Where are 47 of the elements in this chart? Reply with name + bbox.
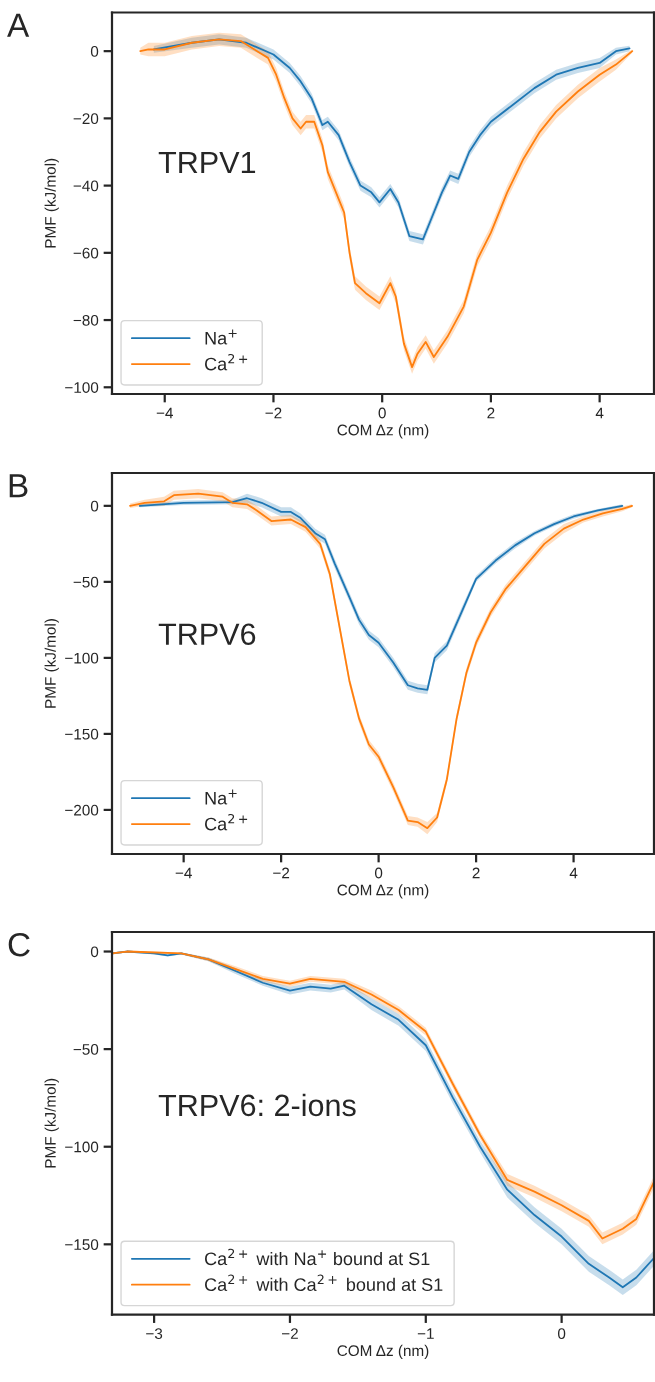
y-tick-label: −100	[65, 382, 99, 393]
y-tick-label: −150	[65, 1239, 99, 1251]
legend-label: Ca$^{2+}$ with Ca$^{2+}$ bound at S1	[205, 1274, 443, 1292]
x-tick-label: −3	[146, 1328, 163, 1340]
x-tick-label: −2	[281, 1328, 298, 1339]
x-tick-label: 0	[374, 867, 383, 879]
x-tick-label: 2	[487, 407, 495, 419]
x-tick-label: 0	[557, 1328, 566, 1340]
y-tick-label: −200	[65, 804, 99, 816]
text: C	[8, 932, 30, 957]
y-tick-label: −20	[73, 113, 99, 125]
annotation: TRPV1	[158, 151, 256, 173]
y-tick-label: 0	[90, 946, 99, 958]
x-tick-label: −2	[265, 407, 282, 419]
y-tick-label: −80	[73, 314, 99, 326]
x-tick-label: −4	[175, 867, 192, 879]
x-tick-label: −2	[273, 867, 290, 879]
y-tick-label: −60	[73, 247, 99, 259]
x-axis-title: COM Δz (nm)	[337, 1344, 429, 1360]
y-tick-label: −40	[73, 180, 99, 192]
legend-label: Na$^{+}$	[205, 329, 237, 345]
text: A	[7, 13, 30, 37]
x-axis-title: COM Δz (nm)	[337, 424, 429, 439]
annotation: TRPV6	[158, 623, 256, 646]
y-axis-title: PMF (kJ/mol)	[44, 1078, 59, 1168]
x-tick-label: 4	[569, 867, 578, 879]
y-tick-label: −100	[65, 652, 99, 664]
legend-label: Na$^{+}$	[205, 789, 237, 805]
x-tick-label: −1	[417, 1328, 434, 1339]
legend-label: Ca$^{2+}$	[205, 353, 248, 371]
y-tick-label: 0	[90, 500, 99, 512]
x-tick-label: 4	[595, 407, 604, 419]
y-tick-label: −100	[65, 1141, 99, 1153]
legend-label: Ca$^{2+}$ with Na$^{+}$ bound at S1	[205, 1248, 430, 1266]
x-tick-label: −4	[156, 407, 173, 419]
y-tick-label: −50	[73, 1043, 99, 1055]
y-tick-label: −50	[73, 576, 99, 588]
x-axis-title: COM Δz (nm)	[337, 884, 429, 899]
y-axis-title: PMF (kJ/mol)	[44, 619, 59, 708]
y-tick-label: −150	[65, 728, 99, 740]
y-axis-title: PMF (kJ/mol)	[44, 158, 59, 248]
text: B	[9, 474, 28, 498]
x-tick-label: 2	[472, 867, 480, 879]
legend-label: Ca$^{2+}$	[205, 813, 248, 831]
annotation: TRPV6: 2-ions	[158, 1093, 356, 1117]
y-tick-label: 0	[90, 46, 99, 57]
x-tick-label: 0	[378, 407, 386, 419]
